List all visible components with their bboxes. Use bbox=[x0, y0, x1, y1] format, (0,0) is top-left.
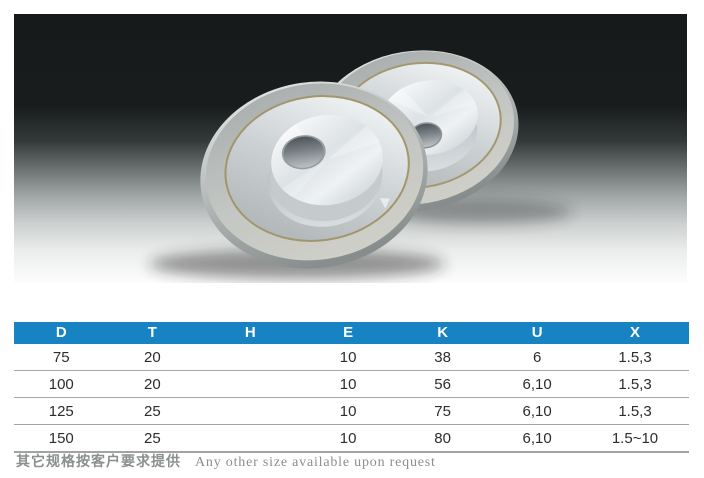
spec-cell: 25 bbox=[144, 402, 161, 420]
spec-cell: 80 bbox=[434, 429, 451, 447]
column-header-e: E bbox=[343, 324, 354, 341]
spec-table-body: 75 20 10 38 6 1.5,3 100 20 10 56 6,10 1.5,3 125 25 10 7… bbox=[14, 344, 689, 453]
column-header-k: K bbox=[437, 324, 449, 341]
spec-cell: 10 bbox=[339, 375, 357, 393]
spec-cell: 150 bbox=[48, 429, 74, 447]
column-header-h: H bbox=[244, 324, 256, 341]
spec-cell: 20 bbox=[144, 375, 161, 393]
spec-cell: 75 bbox=[52, 348, 70, 366]
column-header-x: X bbox=[629, 324, 640, 341]
spec-cell: 6,10 bbox=[522, 402, 552, 420]
column-header-u: U bbox=[531, 324, 543, 341]
spec-cell: 38 bbox=[434, 348, 451, 366]
spec-cell: 6,10 bbox=[522, 375, 552, 393]
spec-row: 125 25 10 75 6,10 1.5,3 bbox=[14, 398, 689, 425]
spec-cell: 125 bbox=[48, 402, 74, 420]
spec-row: 75 20 10 38 6 1.5,3 bbox=[14, 344, 689, 371]
spec-cell: 10 bbox=[339, 429, 357, 447]
footer-note-english: Any other size available upon request bbox=[195, 455, 436, 470]
column-header-d: D bbox=[55, 324, 67, 341]
spec-table: D T H E K U X 75 20 10 38 6 1.5,3 100 20 10 56 6,10 1.5,3… bbox=[14, 322, 689, 453]
footer-note: 其它规格按客户要求提供 Any other size available upo… bbox=[16, 451, 436, 471]
spec-cell: 100 bbox=[48, 375, 74, 393]
spec-row: 100 20 10 56 6,10 1.5,3 bbox=[14, 371, 689, 398]
spec-cell: 56 bbox=[434, 375, 451, 393]
spec-cell: 1.5,3 bbox=[618, 348, 652, 366]
spec-cell: 1.5,3 bbox=[618, 402, 652, 420]
spec-cell: 10 bbox=[339, 402, 357, 420]
spec-cell: 1.5~10 bbox=[611, 429, 659, 447]
column-header-t: T bbox=[147, 324, 157, 341]
grinding-wheels-illustration bbox=[149, 50, 572, 279]
spec-cell: 1.5,3 bbox=[618, 375, 652, 393]
product-photo bbox=[14, 14, 687, 283]
spec-cell: 6,10 bbox=[522, 429, 552, 447]
footer-note-chinese: 其它规格按客户要求提供 bbox=[16, 453, 181, 469]
spec-cell: 75 bbox=[434, 402, 451, 420]
spec-cell: 6 bbox=[532, 348, 542, 366]
spec-cell: 25 bbox=[144, 429, 161, 447]
spec-row: 150 25 10 80 6,10 1.5~10 bbox=[14, 425, 689, 453]
spec-cell: 20 bbox=[144, 348, 161, 366]
spec-cell: 10 bbox=[339, 348, 357, 366]
